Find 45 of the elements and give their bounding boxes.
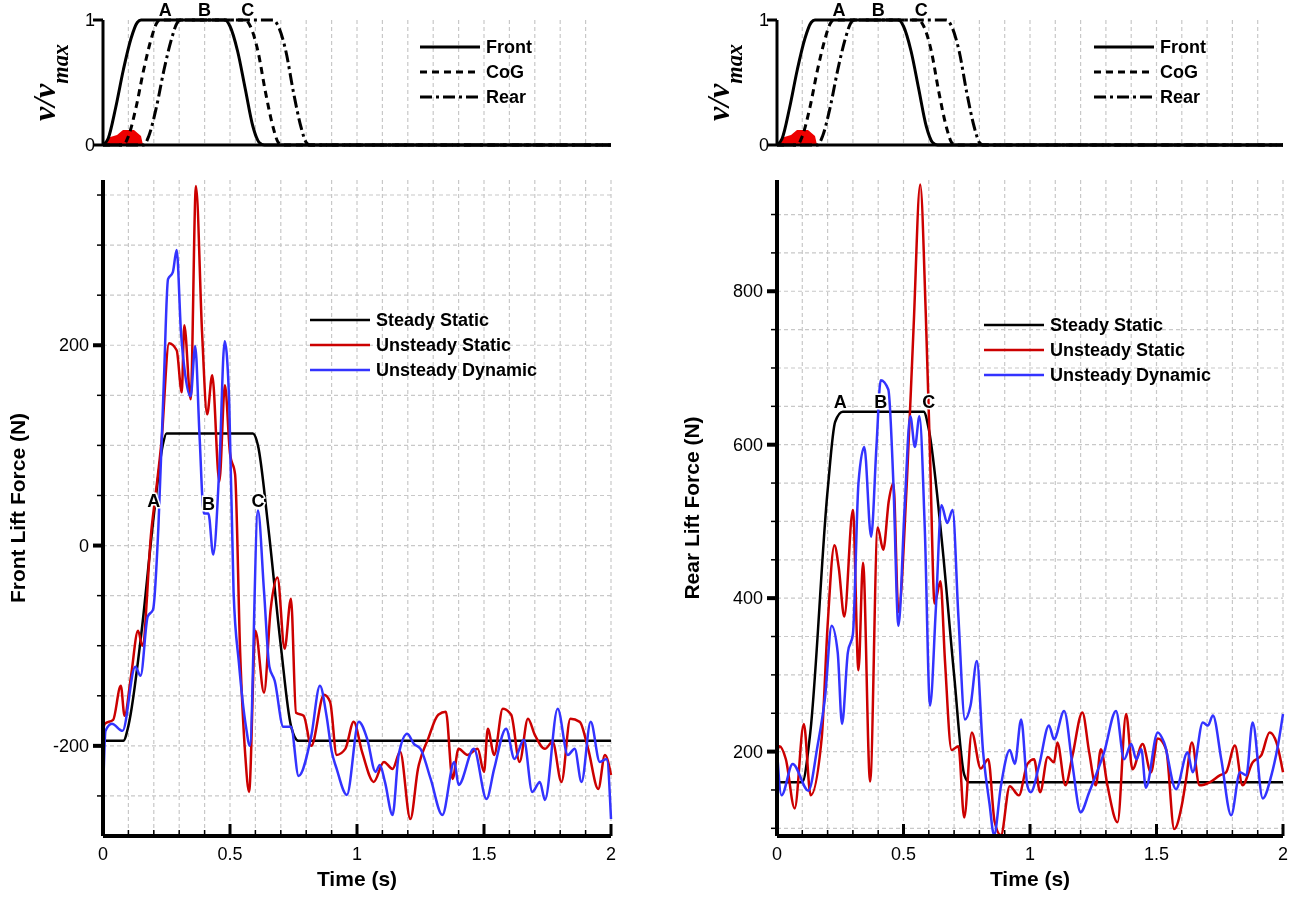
y-tick-label: 0	[758, 135, 769, 155]
annotation: C	[914, 0, 928, 20]
legend-label: Unsteady Dynamic	[376, 360, 538, 380]
legend-label: Steady Static	[1050, 315, 1164, 335]
y-tick-label: 1	[84, 10, 95, 30]
legend-label: Rear	[1160, 87, 1201, 107]
y-tick-label: 0	[84, 135, 95, 155]
x-tick-label: 1	[1024, 844, 1036, 864]
legend-label: Unsteady Dynamic	[1050, 365, 1212, 385]
x-tick-label: 0	[771, 844, 783, 864]
annotation: A	[832, 0, 846, 20]
y-tick-label: 200	[58, 335, 89, 356]
annotation: B	[198, 0, 212, 20]
y-tick-label: 800	[732, 281, 763, 302]
annotation: C	[241, 0, 255, 20]
x-tick-label: 0.5	[890, 844, 917, 864]
x-tick-label: 2	[1277, 844, 1289, 864]
x-tick-label: 0	[97, 844, 109, 864]
y-tick-label: 200	[732, 741, 763, 762]
y-tick-label: 400	[732, 588, 763, 609]
y-tick-label: -200	[52, 735, 89, 756]
y-axis-title: Front Lift Force (N)	[6, 412, 29, 604]
legend-label: Unsteady Static	[376, 335, 512, 355]
y-tick-label: 600	[732, 434, 763, 455]
y-axis-title: Rear Lift Force (N)	[680, 416, 703, 600]
annotation: A	[158, 0, 172, 20]
annotation: A	[833, 391, 847, 412]
annotation: B	[871, 0, 885, 20]
x-tick-label: 1.5	[471, 844, 497, 864]
legend-label: Unsteady Static	[1050, 340, 1186, 360]
legend-label: Rear	[486, 87, 527, 107]
legend-label: CoG	[486, 62, 524, 82]
x-tick-label: 1.5	[1143, 844, 1170, 864]
x-axis-title: Time (s)	[989, 867, 1071, 890]
legend-label: Steady Static	[376, 310, 490, 330]
x-tick-label: 2	[605, 844, 617, 864]
x-tick-label: 0.5	[217, 844, 243, 864]
y-tick-label: 0	[78, 535, 89, 556]
x-tick-label: 1	[351, 844, 363, 864]
legend-label: CoG	[1160, 62, 1198, 82]
legend-label: Front	[486, 37, 532, 57]
x-axis-title: Time (s)	[316, 867, 398, 890]
legend-label: Front	[1160, 37, 1206, 57]
y-tick-label: 1	[758, 10, 769, 30]
annotation: C	[251, 490, 265, 511]
